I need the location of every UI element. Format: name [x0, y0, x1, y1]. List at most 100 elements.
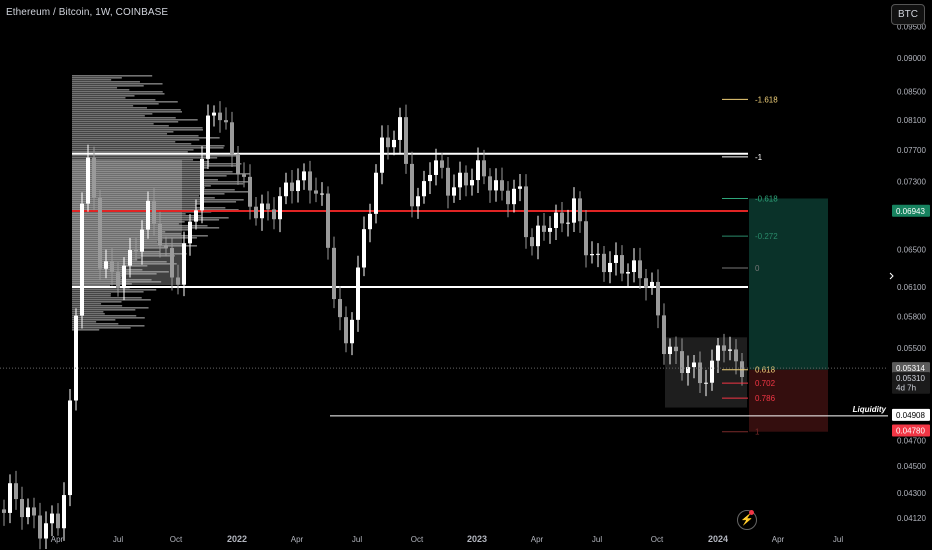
fib-label: -1.618 [755, 95, 778, 104]
profile-bar [72, 233, 182, 235]
candle-body [512, 188, 516, 205]
candle-body [368, 213, 372, 230]
profile-bar [72, 173, 251, 175]
fib-label: -0.272 [755, 232, 778, 241]
candle-body [494, 180, 498, 191]
profile-bar [72, 177, 202, 179]
candle-body [542, 225, 546, 232]
candle-body [236, 154, 240, 175]
candle-body [488, 176, 492, 191]
profile-bar [72, 133, 168, 135]
profile-bar [72, 245, 197, 247]
candle-body [608, 262, 612, 273]
candle-body [20, 499, 24, 518]
profile-bar [72, 271, 169, 273]
profile-bar [72, 149, 194, 151]
candle-body [128, 250, 132, 266]
candle-body [338, 299, 342, 318]
profile-bar [72, 105, 134, 107]
candle-body [452, 187, 456, 196]
profile-bar [72, 223, 179, 225]
profile-bar [72, 135, 199, 137]
profile-bar [72, 75, 153, 77]
candle-body [44, 523, 48, 539]
profile-bar [72, 301, 122, 303]
candle-body [638, 260, 642, 279]
profile-bar [72, 165, 239, 167]
candle-body [212, 112, 216, 116]
candle-body [680, 351, 684, 373]
candle-body [218, 112, 222, 121]
candle-body [632, 260, 636, 273]
candle-body [410, 163, 414, 207]
profile-bar [72, 91, 163, 93]
profile-bar [72, 111, 182, 113]
profile-bar [72, 93, 165, 95]
x-tick-label: Apr [51, 535, 64, 544]
profile-bar [72, 163, 242, 165]
candle-body [482, 160, 486, 177]
profile-bar [72, 185, 211, 187]
y-tick-label: 0.08100 [897, 116, 926, 125]
candle-body [284, 182, 288, 197]
candle-body [434, 160, 438, 175]
candle-body [8, 483, 12, 513]
candle-body [362, 229, 366, 268]
candle-body [326, 193, 330, 248]
profile-bar [72, 191, 251, 193]
candle-body [416, 196, 420, 207]
profile-bar [72, 295, 111, 297]
profile-bar [72, 255, 175, 257]
flash-icon[interactable]: ⚡ [737, 510, 757, 530]
y-tick-label: 0.04300 [897, 489, 926, 498]
y-tick-label: 0.04120 [897, 514, 926, 523]
currency-button[interactable]: BTC [891, 4, 925, 25]
profile-bar [72, 159, 194, 161]
candle-body [164, 245, 168, 248]
profile-bar [72, 79, 112, 81]
profile-bar [72, 179, 218, 181]
x-tick-label: Apr [291, 535, 304, 544]
profile-bar [72, 265, 148, 267]
candle-body [506, 190, 510, 205]
candle-body [266, 203, 270, 210]
profile-bar [72, 107, 148, 109]
profile-bar [72, 311, 104, 313]
y-tick-label: 0.09500 [897, 22, 926, 31]
profile-bar [72, 103, 159, 105]
candle-body [692, 362, 696, 368]
liquidity-label: Liquidity [853, 405, 887, 414]
profile-bar [72, 95, 135, 97]
profile-bar [72, 325, 145, 327]
candle-body [686, 367, 690, 373]
profile-bar [72, 195, 200, 197]
profile-bar [72, 289, 157, 291]
candle-body [344, 317, 348, 344]
fib-label: 0.786 [755, 394, 776, 403]
time-axis[interactable]: Apr Jul Oct 2022 Apr Jul Oct 2023 Apr Jul Oct 2024 A… [51, 534, 844, 544]
candle-body [716, 345, 720, 361]
candle-body [602, 253, 606, 273]
candle-body [242, 174, 246, 177]
candle-body [374, 172, 378, 214]
price-label-box [892, 424, 930, 437]
y-tick-label: 0.04700 [897, 436, 926, 445]
x-tick-label: 2023 [467, 534, 487, 544]
y-tick-label: 0.09000 [897, 54, 926, 63]
y-tick-label: 0.07300 [897, 177, 926, 186]
candle-body [248, 176, 252, 207]
candle-body [620, 255, 624, 274]
profile-bar [72, 239, 163, 241]
profile-bar [72, 183, 244, 185]
price-axis[interactable]: 0.09500 0.09000 0.08500 0.08100 0.07700 0.073… [888, 0, 932, 550]
candle-body [140, 229, 144, 252]
x-tick-label: 2024 [708, 534, 728, 544]
profile-bar [72, 309, 136, 311]
fib-label: 0 [755, 264, 760, 273]
candle-body [662, 315, 666, 355]
x-tick-label: Jul [113, 535, 123, 544]
profile-bar [72, 243, 187, 245]
candle-body [578, 198, 582, 222]
y-tick-label: 0.04500 [897, 462, 926, 471]
